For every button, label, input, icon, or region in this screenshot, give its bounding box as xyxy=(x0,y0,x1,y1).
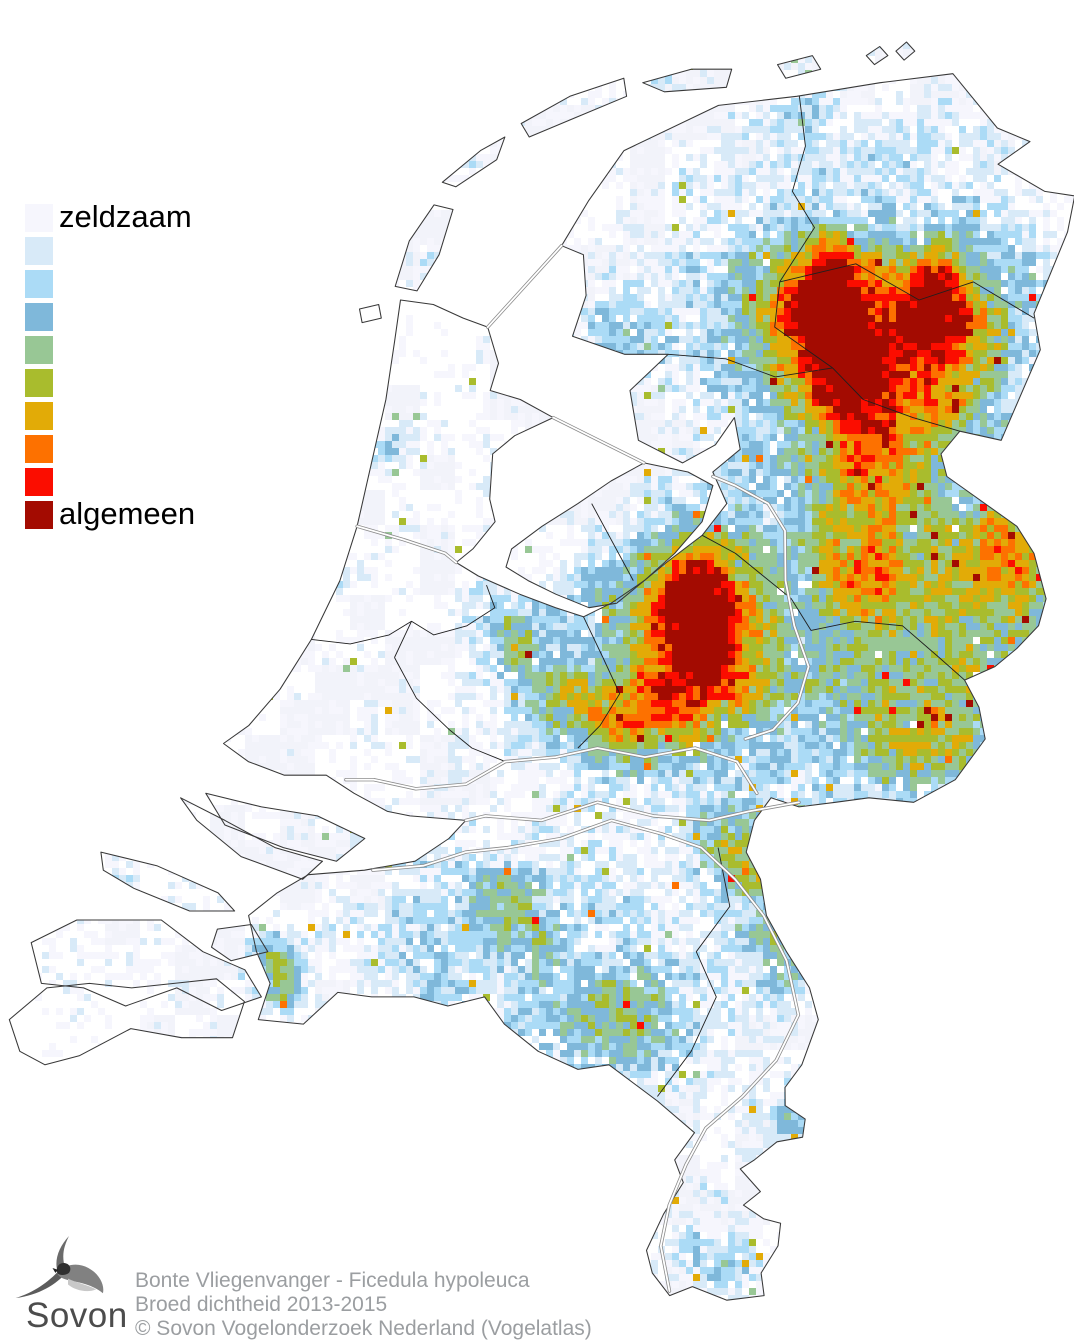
legend-label-common: algemeen xyxy=(59,496,196,531)
legend-label-rare: zeldzaam xyxy=(59,199,192,234)
legend-swatch-7 xyxy=(25,435,53,463)
density-legend: zeldzaam algemeen xyxy=(25,199,285,534)
density-level-7-path xyxy=(280,238,1064,1008)
copyright-line: © Sovon Vogelonderzoek Nederland (Vogela… xyxy=(135,1317,592,1340)
density-level-6-path xyxy=(308,203,1074,1281)
legend-swatch-2 xyxy=(25,270,53,298)
map-subject: Broed dichtheid 2013-2015 xyxy=(135,1293,388,1316)
legend-swatch-0 xyxy=(25,204,53,232)
density-level-3-path xyxy=(252,98,1074,1281)
sovon-wordmark: Sovon xyxy=(26,1296,128,1335)
legend-swatch-6 xyxy=(25,402,53,430)
sovon-logo: Sovon xyxy=(8,1234,133,1338)
density-level-1-path xyxy=(14,42,1074,1301)
province-borders-layer xyxy=(311,96,1035,1097)
legend-swatch-column xyxy=(25,204,285,529)
legend-swatch-9 xyxy=(25,501,53,529)
land-outline-layer xyxy=(8,41,1074,1301)
species-title: Bonte Vliegenvanger - Ficedula hypoleuca xyxy=(135,1269,530,1292)
water-lines-layer xyxy=(344,244,811,1293)
caption-block: Bonte Vliegenvanger - Ficedula hypoleuca… xyxy=(135,1269,592,1340)
legend-swatch-4 xyxy=(25,336,53,364)
sovon-swallow-icon xyxy=(15,1235,104,1299)
legend-swatch-1 xyxy=(25,237,53,265)
legend-swatch-5 xyxy=(25,369,53,397)
legend-swatch-3 xyxy=(25,303,53,331)
legend-swatch-8 xyxy=(25,468,53,496)
